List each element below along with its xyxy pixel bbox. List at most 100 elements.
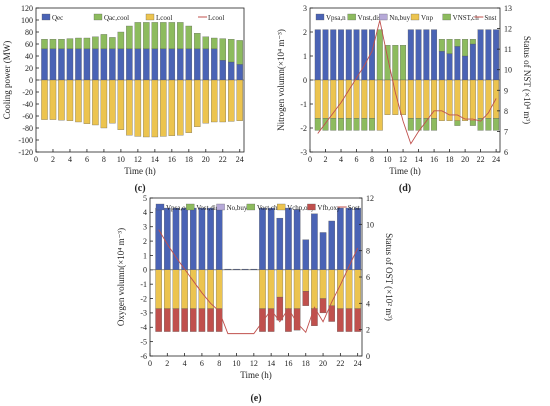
bar-Qac,cool: [117, 31, 125, 49]
bar-Qec: [219, 60, 226, 81]
x-tick-label: 18: [185, 155, 193, 164]
bar-Vchp,oxy: [267, 269, 275, 309]
y-tick-label: 1: [303, 52, 307, 61]
bar-Vpsa,n: [415, 29, 422, 81]
bar-Lcool: [228, 79, 235, 122]
bar-Vpsa,o: [285, 207, 292, 270]
bar-Qac,cool: [100, 34, 108, 49]
bar-Vnp: [469, 79, 476, 121]
bar-Vnp: [407, 79, 414, 119]
bar-Lcool: [202, 79, 210, 124]
bar-Vchp,oxy: [164, 269, 171, 309]
bar-Vfb,oxy: [345, 308, 353, 332]
bar-Vpsa,o: [207, 207, 214, 270]
bar-Lcool: [58, 79, 65, 121]
bar-Vnst,dis: [446, 39, 453, 54]
y-axis-label: Cooling power (MW): [2, 41, 12, 120]
x-tick-label: 4: [339, 155, 343, 164]
bar-Vnp: [415, 79, 422, 119]
bar-Qec: [143, 48, 150, 81]
bar-VNST,ch: [345, 118, 352, 131]
bar-Vpsa,n: [407, 29, 414, 81]
y-tick-label: -2: [300, 124, 307, 133]
panel-caption: (d): [399, 183, 411, 194]
legend-swatch: [41, 13, 51, 21]
y-tick-label: 0: [303, 76, 307, 85]
bar-Lcool: [219, 79, 226, 123]
y-tick-label: 80: [25, 28, 33, 37]
x-tick-label: 16: [430, 155, 438, 164]
bar-Lcool: [151, 79, 159, 138]
y-tick-label: -3: [140, 309, 147, 318]
y-tick-label: -4: [140, 323, 147, 332]
bar-Vfb,oxy: [190, 308, 197, 332]
bar-Vfb,oxy: [302, 291, 310, 306]
bar-Vpsa,o: [311, 213, 318, 270]
bar-Vpsa,o: [345, 207, 353, 270]
y-tick-label: 1: [143, 251, 147, 260]
bar-Vnp: [314, 79, 321, 119]
y-tick-label: 0: [29, 76, 33, 85]
y2-tick-label: 8: [504, 107, 508, 116]
bar-Vnp: [446, 79, 453, 121]
x-tick-label: 24: [236, 155, 244, 164]
x-tick-label: 2: [324, 155, 328, 164]
legend-label: Lcool: [156, 14, 172, 22]
bar-Qac,cool: [168, 22, 176, 49]
bar-Lcool: [66, 79, 74, 121]
y-tick-label: -80: [22, 124, 33, 133]
bar-Vchp,oxy: [345, 269, 353, 309]
bar-VNST,ch: [477, 118, 484, 131]
bar-Vfb,oxy: [337, 308, 344, 332]
bar-Lcool: [109, 79, 116, 124]
bar-Vpsa,n: [330, 29, 337, 81]
legend-swatch: [347, 13, 356, 21]
y2-tick-label: 6: [366, 273, 370, 282]
legend-swatch: [442, 13, 451, 21]
bar-Vchp,oxy: [285, 269, 292, 309]
bar-Vpsa,n: [322, 29, 329, 81]
bar-Qec: [160, 48, 167, 81]
bar-Vnp: [423, 79, 430, 119]
x-tick-label: 10: [384, 155, 392, 164]
y2-tick-label: 6: [504, 148, 508, 157]
bar-Vfb,oxy: [293, 308, 301, 331]
bar-Vnp: [431, 79, 438, 119]
x-tick-label: 2: [51, 155, 55, 164]
bar-Vfb,oxy: [155, 308, 162, 332]
bar-VNST,ch: [493, 118, 500, 131]
bar-Lcool: [75, 79, 82, 123]
legend-label: Snst: [484, 14, 496, 22]
line-Snst: [317, 20, 497, 145]
bar-Vpsa,o: [319, 232, 327, 270]
bar-Vpsa,o: [215, 207, 223, 270]
bar-Vchp,oxy: [302, 269, 310, 292]
y2-tick-label: 7: [504, 127, 508, 136]
y-tick-label: -60: [22, 112, 33, 121]
y-axis-label: Nitrogen volumn(×10⁴ m⁻³): [276, 29, 286, 131]
bar-Vnp: [384, 79, 391, 115]
bar-Qec: [228, 61, 235, 81]
y2-axis-label: Status of NST (×10⁴ m³): [522, 36, 532, 124]
bar-VNST,ch: [338, 118, 344, 131]
x-tick-label: 6: [355, 155, 359, 164]
bar-Vnst,dis: [469, 39, 476, 45]
x-tick-label: 0: [308, 155, 312, 164]
bar-Qec: [66, 48, 74, 81]
y-tick-label: 120: [21, 4, 33, 13]
bar-Vpsa,n: [446, 53, 453, 81]
bar-Vnp: [477, 79, 484, 119]
x-tick-label: 10: [117, 155, 125, 164]
bar-Qec: [236, 64, 243, 81]
bar-Qac,cool: [75, 37, 82, 49]
bar-Qec: [177, 48, 184, 81]
y2-tick-label: 11: [504, 45, 512, 54]
bar-Qac,cool: [151, 22, 159, 49]
bar-Vpsa,n: [485, 29, 492, 81]
bar-Qac,cool: [194, 33, 201, 49]
y-tick-label: -2: [140, 294, 147, 303]
y-axis-label: Oxygen volumn(×10⁴ m⁻³): [116, 228, 126, 326]
bar-Qec: [83, 48, 91, 81]
legend-label: Vpsa,n: [326, 14, 346, 22]
